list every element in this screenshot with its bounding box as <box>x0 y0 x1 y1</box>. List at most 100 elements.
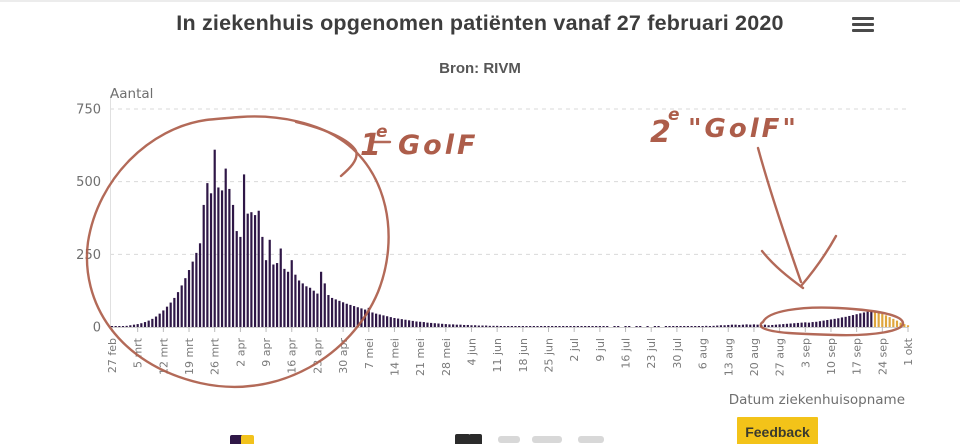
second-wave-label-sup: e <box>668 105 680 125</box>
admissions-bar <box>136 324 139 327</box>
x-tick-label: 19 mrt <box>183 337 196 375</box>
admissions-bar <box>844 316 847 327</box>
admissions-bar <box>521 326 524 327</box>
x-tick-label: 12 mrt <box>157 337 170 375</box>
admissions-bar <box>789 323 792 327</box>
x-tick-label: 11 jun <box>491 338 504 373</box>
hamburger-menu-icon[interactable] <box>852 13 874 35</box>
admissions-bar <box>657 326 660 327</box>
admissions-bar <box>121 326 125 327</box>
admissions-bar <box>353 306 356 327</box>
admissions-bar <box>217 187 220 327</box>
admissions-bar <box>474 325 477 327</box>
admissions-bar <box>364 309 367 327</box>
admissions-bar <box>848 315 851 327</box>
admissions-bar <box>752 324 756 327</box>
admissions-bar <box>587 326 590 327</box>
x-tick-label: 6 aug <box>697 338 710 369</box>
admissions-bar <box>507 326 510 327</box>
admissions-bar <box>895 320 899 327</box>
second-wave-arrow-right-wing <box>799 234 838 288</box>
admissions-bar <box>125 325 128 327</box>
admissions-bar <box>756 324 759 327</box>
admissions-bar <box>774 324 778 327</box>
admissions-bar <box>639 326 642 327</box>
admissions-bar <box>176 292 180 327</box>
admissions-bar <box>386 316 389 327</box>
admissions-bar <box>378 314 381 327</box>
admissions-bar <box>257 210 260 327</box>
legend-swatch-dark <box>469 434 482 444</box>
legend-item-admissions[interactable] <box>230 435 254 444</box>
admissions-bar <box>455 324 458 327</box>
first-wave-label-number: 1 <box>360 128 381 163</box>
admissions-bar <box>250 212 253 327</box>
admissions-bar <box>723 325 726 327</box>
admissions-bar <box>719 325 723 327</box>
admissions-bar <box>771 324 774 327</box>
x-tick-label: 26 mrt <box>209 337 222 375</box>
admissions-bar <box>151 318 154 327</box>
admissions-bar <box>741 324 745 327</box>
admissions-bar <box>547 326 550 327</box>
admissions-bar <box>767 325 770 327</box>
x-tick-label: 14 mei <box>389 338 402 376</box>
admissions-bar <box>496 325 499 327</box>
x-tick-label: 16 apr <box>286 338 299 374</box>
admissions-bar <box>518 326 521 327</box>
admissions-bar <box>162 310 165 327</box>
admissions-bar <box>411 320 414 327</box>
admissions-bar <box>118 326 121 327</box>
admissions-bar <box>319 271 323 327</box>
admissions-bar <box>463 324 466 327</box>
admissions-bar <box>730 324 734 327</box>
x-tick-label: 23 jul <box>645 338 658 369</box>
legend-item-recent[interactable] <box>455 434 604 444</box>
admissions-bar <box>301 283 304 327</box>
admissions-bar <box>628 326 631 327</box>
admissions-bar <box>804 322 807 327</box>
x-tick-label: 27 aug <box>774 338 787 376</box>
admissions-bar <box>154 316 158 327</box>
admissions-bar <box>147 320 150 327</box>
hamburger-bar <box>852 22 874 26</box>
admissions-bar <box>565 326 568 327</box>
admissions-bar <box>877 312 880 327</box>
admissions-bar <box>492 325 495 327</box>
admissions-bar <box>749 324 752 327</box>
admissions-bar <box>312 290 315 327</box>
admissions-bar <box>408 320 411 327</box>
admissions-bar <box>635 326 638 327</box>
feedback-button[interactable]: Feedback <box>737 417 818 444</box>
admissions-bar <box>338 300 341 327</box>
admissions-bar <box>499 326 502 327</box>
admissions-bar <box>690 326 693 327</box>
y-tick-label: 500 <box>76 175 101 190</box>
admissions-bar <box>294 274 297 327</box>
admissions-bar <box>444 324 447 327</box>
admissions-bar <box>195 252 198 327</box>
admissions-bar <box>132 324 136 327</box>
admissions-bar <box>158 313 161 327</box>
admissions-bar <box>763 324 767 327</box>
x-tick-label: 9 jul <box>594 338 607 362</box>
admissions-bar <box>668 326 671 327</box>
admissions-bar <box>573 326 576 327</box>
admissions-bar <box>191 261 194 327</box>
admissions-bar <box>683 326 686 327</box>
admissions-bar <box>239 236 242 327</box>
admissions-bar <box>584 326 587 327</box>
admissions-bar <box>510 326 513 327</box>
admissions-bar <box>653 326 656 327</box>
x-tick-label: 4 jun <box>466 338 479 366</box>
x-tick-label: 1 okt <box>902 337 915 366</box>
x-tick-label: 30 jul <box>671 338 684 369</box>
admissions-bar <box>349 304 352 327</box>
admissions-bar <box>514 326 517 327</box>
admissions-bar <box>400 319 403 327</box>
admissions-bar <box>481 325 484 327</box>
hand-drawn-annotations <box>85 115 905 389</box>
admissions-bar <box>826 320 829 327</box>
admissions-bar <box>815 321 818 327</box>
